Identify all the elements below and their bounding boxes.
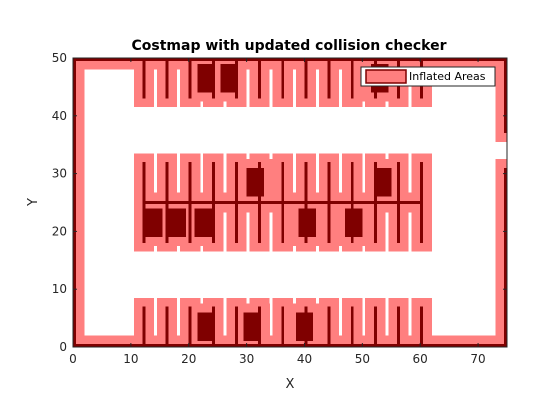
occupied-cell-region <box>73 248 76 347</box>
occupied-cell-region <box>73 58 507 61</box>
occupied-cell-region <box>350 306 354 347</box>
occupied-cell-region <box>142 162 146 243</box>
occupied-cell-region <box>142 58 146 99</box>
occupied-cell-region <box>73 58 76 284</box>
y-tick-label: 50 <box>52 51 67 65</box>
occupied-cell-region <box>304 162 308 243</box>
occupied-cell-region <box>504 167 507 347</box>
legend-label-inflated-areas: Inflated Areas <box>409 70 486 83</box>
inflated-cell-region <box>495 159 507 347</box>
legend-swatch-inflated-areas <box>365 69 407 84</box>
occupied-cell-region <box>73 344 507 347</box>
inflated-cell-region <box>495 58 507 142</box>
occupied-cell-region <box>298 208 317 238</box>
occupied-cell-region <box>235 306 238 347</box>
occupied-cell-region <box>327 162 331 243</box>
x-tick-label: 30 <box>239 352 254 366</box>
occupied-cell-region <box>295 312 314 342</box>
occupied-cell-region <box>165 162 169 243</box>
y-axis-title: Y <box>26 198 41 207</box>
y-tick-label: 40 <box>52 109 67 123</box>
y-tick-label: 20 <box>52 224 67 238</box>
legend: Inflated Areas <box>360 66 496 87</box>
occupied-cell-region <box>397 162 400 243</box>
inflated-cell-region <box>73 240 85 347</box>
x-tick-label: 20 <box>181 352 196 366</box>
y-tick-label: 0 <box>59 340 67 354</box>
occupied-cell-region <box>246 167 264 197</box>
occupied-cell-region <box>194 208 212 238</box>
x-tick-label: 0 <box>69 352 77 366</box>
occupied-cell-region <box>235 162 238 243</box>
occupied-cell-region <box>281 306 285 347</box>
x-axis-title: X <box>286 377 295 392</box>
chart-title: Costmap with updated collision checker <box>132 38 447 54</box>
occupied-cell-region <box>142 306 146 347</box>
occupied-cell-region <box>281 162 285 243</box>
x-tick-label: 10 <box>123 352 138 366</box>
x-tick-label: 50 <box>355 352 370 366</box>
occupied-cell-region <box>420 162 424 243</box>
occupied-cell-region <box>188 162 192 243</box>
occupied-cell-region <box>168 208 186 238</box>
occupied-cell-region <box>373 306 377 347</box>
occupied-cell-region <box>211 162 215 243</box>
occupied-cell-region <box>145 208 163 238</box>
occupied-cell-region <box>220 63 238 93</box>
x-tick-label: 70 <box>470 352 485 366</box>
y-tick-label: 10 <box>52 282 67 296</box>
occupied-cell-region <box>344 208 363 238</box>
occupied-cell-region <box>350 162 354 243</box>
x-tick-label: 60 <box>413 352 428 366</box>
occupied-cell-region <box>420 306 424 347</box>
occupied-cell-region <box>188 58 192 99</box>
occupied-cell-region <box>350 58 354 99</box>
occupied-cell-region <box>243 312 262 342</box>
occupied-cell-region <box>281 58 285 99</box>
occupied-cell-region <box>258 162 262 243</box>
occupied-cell-region <box>165 58 169 99</box>
y-axis-ticks: 0 10 20 30 40 50 <box>52 51 507 354</box>
occupied-cell-region <box>327 58 331 99</box>
occupied-cell-region <box>327 306 331 347</box>
plot-frame <box>72 57 508 348</box>
inflated-cell-region <box>73 58 85 293</box>
occupied-cell-region <box>504 58 507 134</box>
occupied-cell-region <box>373 167 392 197</box>
x-tick-label: 40 <box>297 352 312 366</box>
occupied-cell-region <box>304 58 308 99</box>
occupied-cell-region <box>197 312 215 342</box>
occupied-cell-region <box>188 306 192 347</box>
occupied-cell-region <box>165 306 169 347</box>
occupied-cell-region <box>397 306 400 347</box>
occupied-cell-region <box>258 58 262 99</box>
occupied-cell-region <box>197 63 215 93</box>
occupied-cell-region <box>373 162 377 243</box>
y-tick-label: 30 <box>52 167 67 181</box>
x-axis-ticks: 0 10 20 30 40 50 60 70 <box>69 58 486 366</box>
